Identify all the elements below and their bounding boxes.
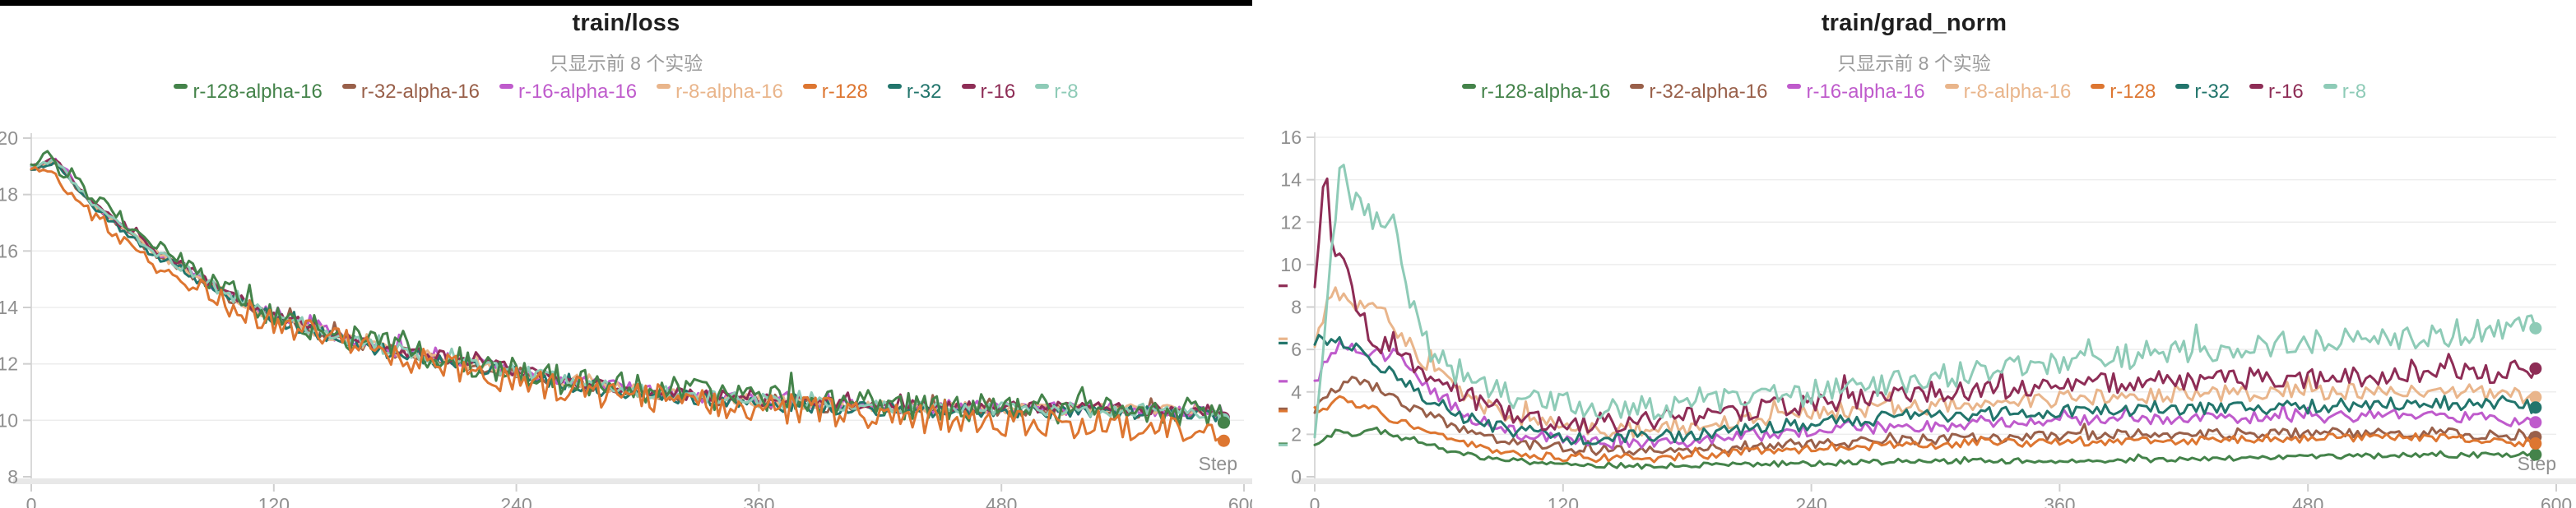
svg-text:18: 18	[0, 184, 18, 206]
svg-text:16: 16	[0, 240, 18, 261]
svg-text:360: 360	[743, 494, 774, 508]
legend-item-r-16-alpha-16[interactable]: r-16-alpha-16	[499, 82, 637, 102]
legend-item-r-32-alpha-16[interactable]: r-32-alpha-16	[1630, 82, 1767, 102]
legend-item-label: r-16-alpha-16	[1806, 81, 1925, 103]
legend-item-label: r-16-alpha-16	[518, 81, 638, 103]
legend-marker-icon	[1461, 84, 1476, 89]
legend-item-r-8[interactable]: r-8	[2323, 82, 2366, 102]
legend: r-128-alpha-16 r-32-alpha-16 r-16-alpha-16…	[1252, 82, 2576, 102]
svg-text:6: 6	[1291, 339, 1302, 360]
svg-text:120: 120	[1548, 494, 1579, 508]
svg-text:8: 8	[1291, 297, 1302, 318]
legend-item-r-32[interactable]: r-32	[887, 81, 942, 103]
svg-text:10: 10	[0, 409, 18, 431]
legend-item-r-128[interactable]: r-128	[2091, 82, 2156, 102]
legend-item-r-16-alpha-16[interactable]: r-16-alpha-16	[1787, 81, 1925, 103]
legend-marker-icon	[961, 84, 976, 89]
legend-item-label: r-32	[2194, 81, 2230, 103]
legend-marker-icon	[499, 84, 513, 89]
legend-marker-icon	[657, 84, 671, 89]
svg-text:600: 600	[2541, 494, 2572, 508]
legend-item-r-32[interactable]: r-32	[2175, 82, 2230, 102]
legend-item-r-8-alpha-16[interactable]: r-8-alpha-16	[657, 82, 783, 102]
legend-item-r-128-alpha-16[interactable]: r-128-alpha-16	[174, 81, 323, 103]
svg-text:10: 10	[1280, 254, 1302, 275]
legend-item-label: r-16	[2268, 81, 2304, 103]
legend-item-r-128[interactable]: r-128	[802, 81, 868, 103]
legend-item-label: r-32-alpha-16	[1649, 81, 1768, 103]
svg-text:16: 16	[1280, 127, 1302, 148]
svg-text:2: 2	[1291, 423, 1302, 445]
chart-subtitle: 只显示前 8 个实验	[1837, 53, 1991, 74]
legend-marker-icon	[2249, 84, 2264, 89]
legend-item-label: r-8-alpha-16	[675, 81, 783, 103]
legend-marker-icon	[1787, 84, 1802, 89]
chart-subtitle: 只显示前 8 个实验	[549, 53, 703, 74]
legend-marker-icon	[802, 84, 817, 89]
svg-text:14: 14	[0, 297, 18, 318]
svg-text:240: 240	[500, 494, 531, 508]
legend-item-label: r-8	[1054, 81, 1079, 103]
chart-title: train/grad_norm	[1821, 10, 2007, 36]
legend-marker-icon	[2175, 84, 2190, 89]
svg-text:12: 12	[0, 353, 18, 375]
legend-marker-icon	[174, 84, 188, 89]
svg-text:240: 240	[1795, 494, 1826, 508]
grad-norm-chart-panel: train/grad_norm 只显示前 8 个实验 r-128-alpha-1…	[1252, 0, 2576, 508]
legend-item-r-32-alpha-16[interactable]: r-32-alpha-16	[341, 81, 480, 103]
legend-marker-icon	[1035, 84, 1050, 89]
chart-title: train/loss	[572, 10, 680, 36]
legend-item-label: r-8	[2342, 81, 2367, 103]
legend-marker-icon	[341, 84, 356, 89]
svg-text:360: 360	[2044, 494, 2075, 508]
svg-text:Step: Step	[1199, 453, 1237, 474]
legend-marker-icon	[2323, 84, 2337, 89]
legend-item-r-128-alpha-16[interactable]: r-128-alpha-16	[1461, 81, 1611, 103]
legend-item-r-16[interactable]: r-16	[961, 81, 1016, 103]
loss-chart-panel: train/loss 只显示前 8 个实验 r-128-alpha-16 r-32…	[0, 0, 1252, 508]
legend: r-128-alpha-16 r-32-alpha-16 r-16-alpha-16…	[0, 82, 1252, 102]
legend-item-label: r-32	[906, 81, 942, 103]
legend-item-label: r-128-alpha-16	[193, 81, 323, 103]
svg-text:600: 600	[1228, 494, 1252, 508]
legend-marker-icon	[887, 84, 902, 89]
legend-item-r-16[interactable]: r-16	[2249, 82, 2304, 102]
legend-item-label: r-128-alpha-16	[1480, 81, 1611, 103]
svg-text:20: 20	[0, 127, 18, 149]
legend-item-label: r-8-alpha-16	[1963, 81, 2072, 103]
legend-marker-icon	[2091, 84, 2105, 89]
svg-text:480: 480	[986, 494, 1017, 508]
legend-item-label: r-32-alpha-16	[360, 81, 480, 103]
svg-text:480: 480	[2292, 494, 2323, 508]
legend-item-label: r-128	[821, 81, 868, 103]
svg-text:0: 0	[26, 494, 37, 508]
svg-text:0: 0	[1291, 466, 1302, 487]
loss-chart-canvas[interactable]: 8 10 12 14 16 18 20 0 120 240 360 480 600 Step	[0, 0, 1252, 508]
svg-text:12: 12	[1280, 211, 1302, 233]
legend-item-label: r-16	[980, 81, 1016, 103]
svg-text:4: 4	[1291, 381, 1302, 403]
legend-marker-icon	[1630, 84, 1645, 89]
svg-text:0: 0	[1310, 494, 1320, 508]
legend-marker-icon	[1944, 84, 1959, 89]
legend-item-r-8-alpha-16[interactable]: r-8-alpha-16	[1944, 81, 2072, 103]
legend-item-label: r-128	[2110, 81, 2156, 103]
panel-top-border	[0, 0, 1252, 6]
loss-chart-header: train/loss 只显示前 8 个实验 r-128-alpha-16 r-32…	[0, 10, 1252, 102]
legend-item-r-8[interactable]: r-8	[1035, 81, 1079, 103]
svg-text:120: 120	[258, 494, 290, 508]
svg-text:8: 8	[7, 466, 18, 487]
grad-chart-header: train/grad_norm 只显示前 8 个实验 r-128-alpha-1…	[1252, 10, 2576, 102]
svg-text:14: 14	[1280, 169, 1302, 191]
